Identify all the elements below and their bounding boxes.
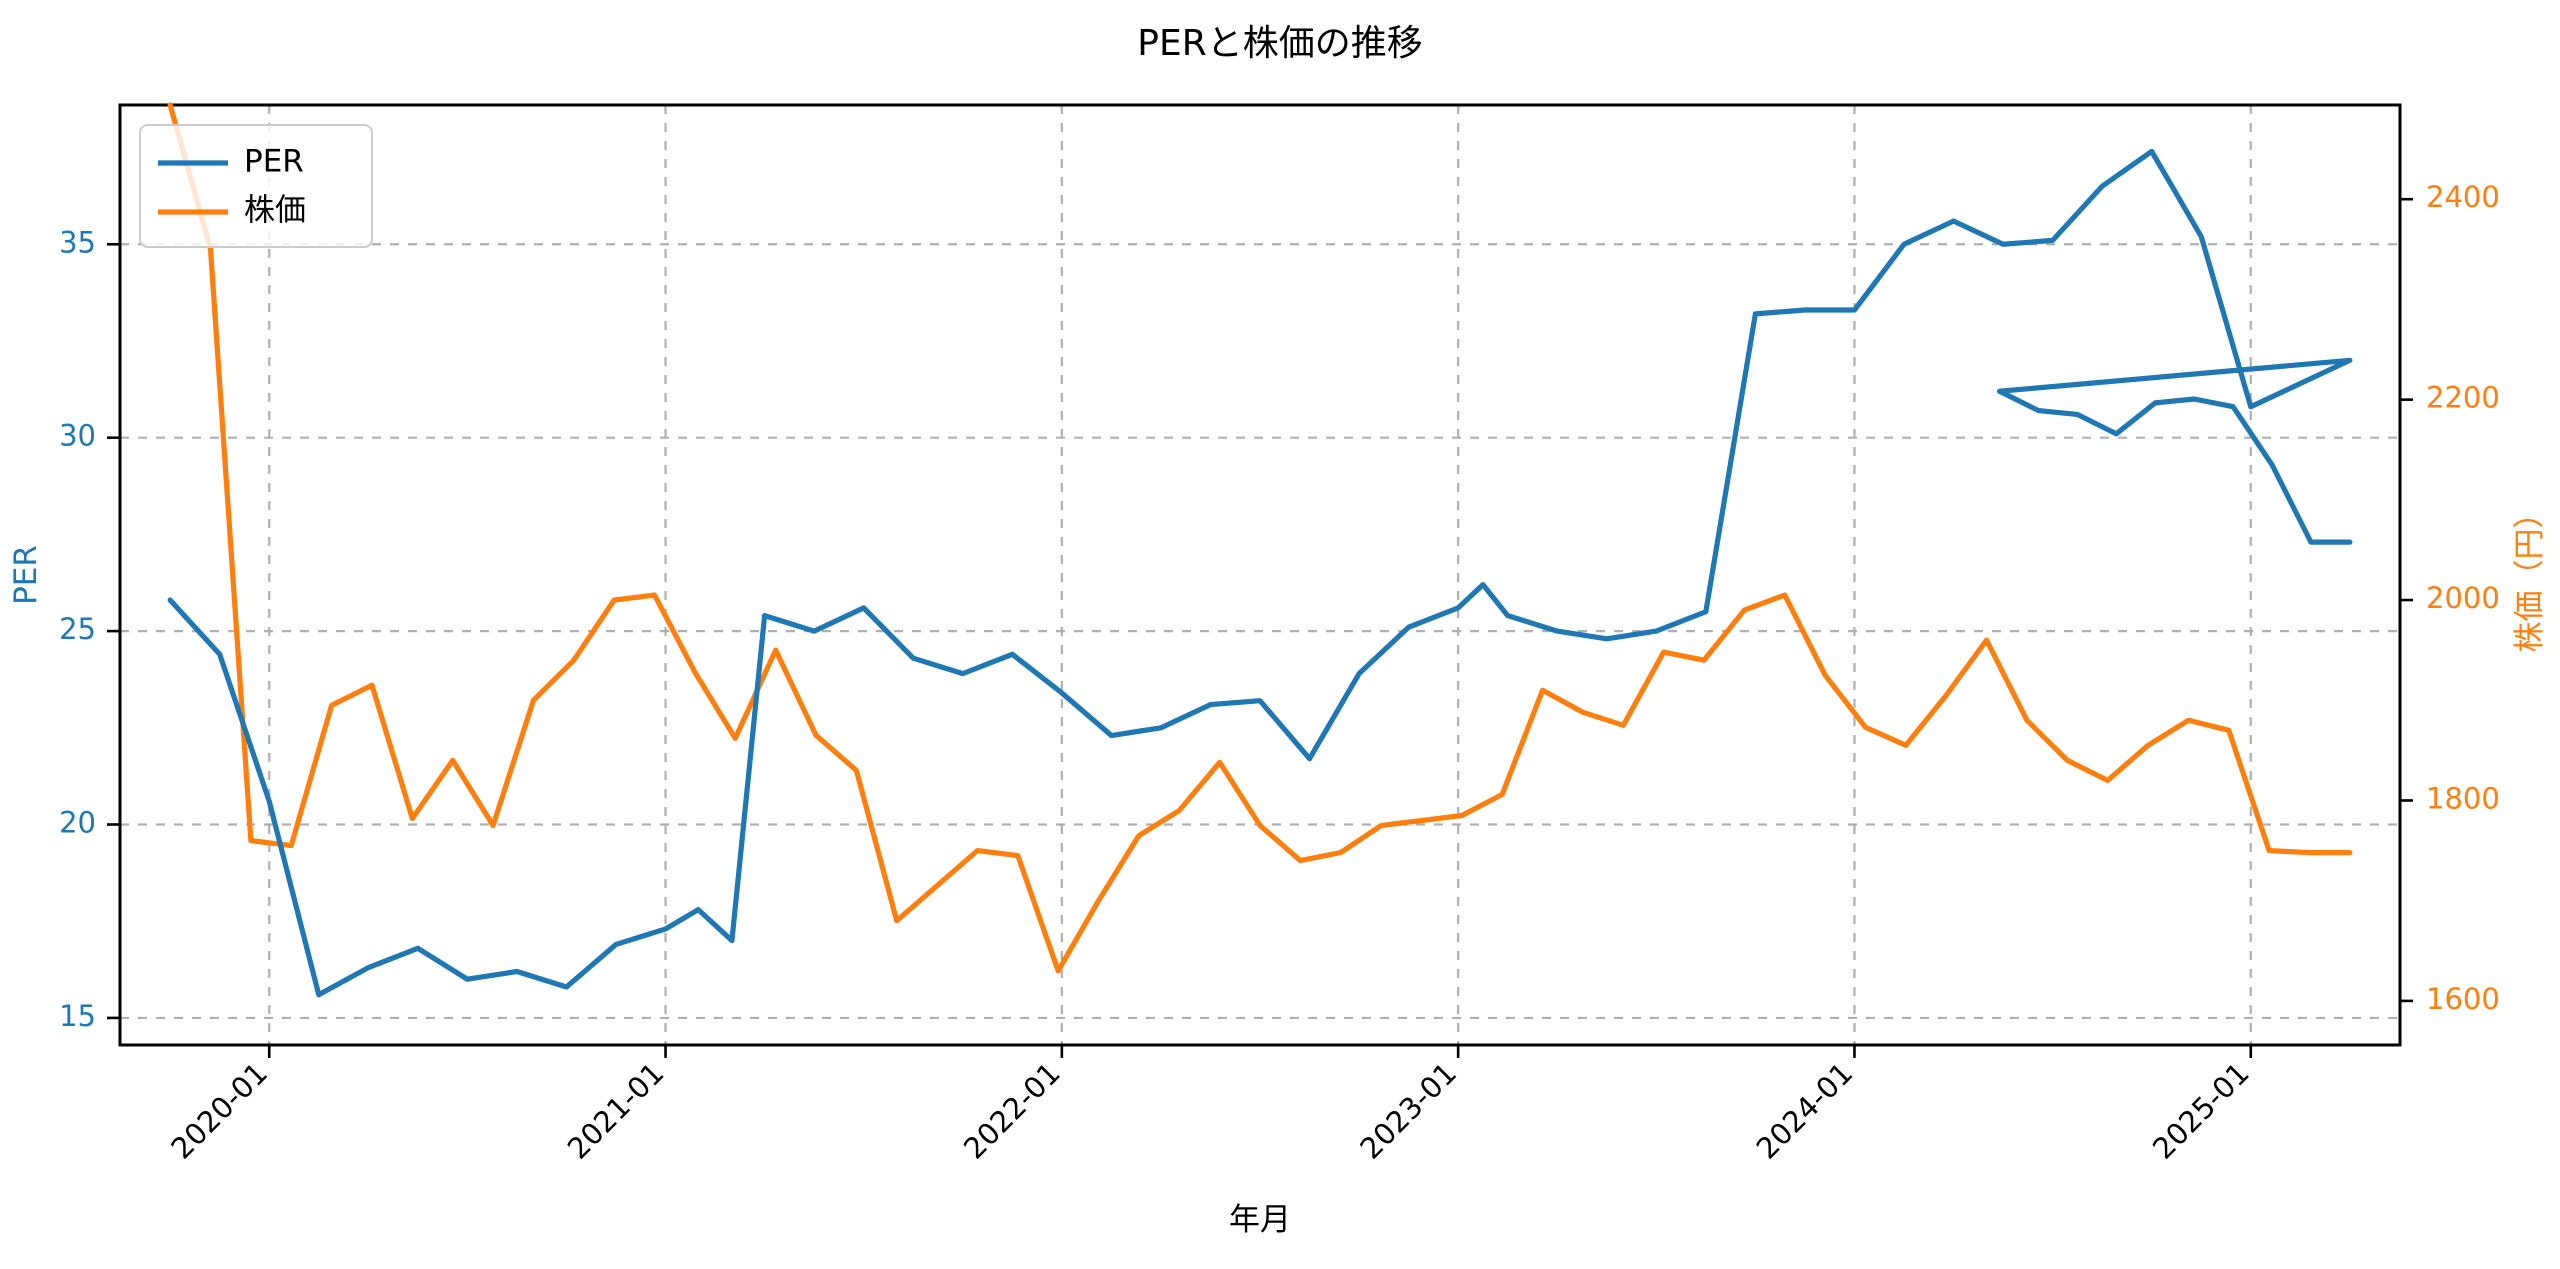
series-line-per bbox=[167, 148, 2353, 998]
bottom-tick-label: 2022-01 bbox=[957, 1056, 1067, 1166]
right-tick-label: 2400 bbox=[2426, 180, 2500, 214]
bottom-tick-label: 2024-01 bbox=[1750, 1056, 1860, 1166]
right-axis-tick-labels: 1600 1800 2000 2200 2400 bbox=[2426, 180, 2500, 1016]
left-tick-label: 25 bbox=[59, 612, 96, 646]
right-tick-label: 1800 bbox=[2426, 781, 2500, 815]
plot-area-frame bbox=[118, 103, 2402, 1047]
right-tick-label: 2000 bbox=[2426, 581, 2500, 615]
bottom-tick-label: 2023-01 bbox=[1353, 1056, 1463, 1166]
left-tick-label: 35 bbox=[59, 225, 96, 259]
grid-lines bbox=[120, 105, 2400, 1045]
legend-label-kabuka: 株価 bbox=[244, 193, 306, 229]
axis-tick-marks bbox=[107, 197, 2413, 1058]
bottom-tick-label: 2025-01 bbox=[2146, 1056, 2256, 1166]
chart-legend[interactable]: PER 株価 bbox=[139, 124, 373, 248]
bottom-tick-label: 2020-01 bbox=[164, 1056, 274, 1166]
legend-background bbox=[139, 124, 373, 248]
left-tick-label: 15 bbox=[59, 999, 96, 1033]
right-axis-title: 株価（円） bbox=[2512, 498, 2548, 653]
bottom-axis-tick-labels: 2020-01 2021-01 2022-01 2023-01 2024-01 2025-… bbox=[164, 1056, 2255, 1166]
bottom-tick-label: 2021-01 bbox=[561, 1056, 671, 1166]
legend-label-per: PER bbox=[244, 144, 304, 180]
left-axis-title: PER bbox=[8, 545, 44, 605]
series-line-kabuka bbox=[167, 102, 2353, 974]
right-tick-label: 1600 bbox=[2426, 982, 2500, 1016]
right-tick-label: 2200 bbox=[2426, 381, 2500, 415]
left-axis-tick-labels: 15 20 25 30 35 bbox=[59, 225, 96, 1033]
left-tick-label: 20 bbox=[59, 806, 96, 840]
left-tick-label: 30 bbox=[59, 419, 96, 453]
chart-title: PERと株価の推移 bbox=[1137, 23, 1422, 64]
bottom-axis-title: 年月 bbox=[1229, 1202, 1291, 1238]
